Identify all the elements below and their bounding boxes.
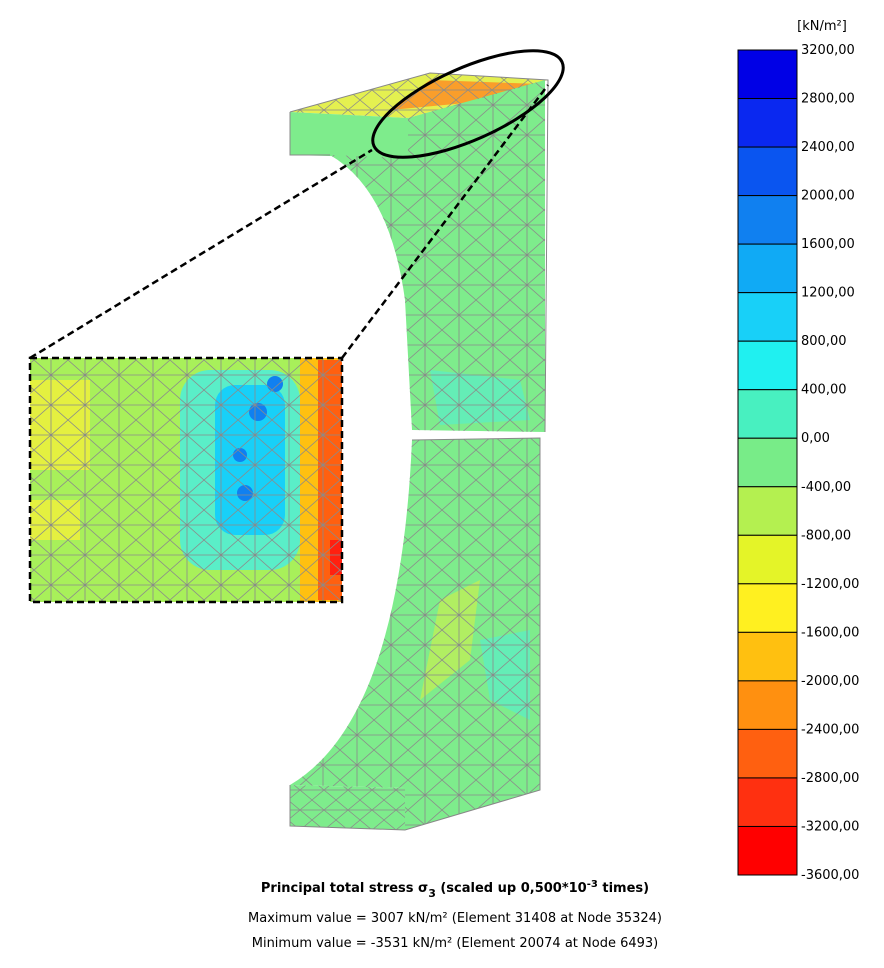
legend-label: 2400,00 [801, 140, 855, 155]
legend-label: -3600,00 [801, 868, 859, 883]
legend-label: 800,00 [801, 334, 847, 349]
inset [28, 49, 565, 604]
title-text: Principal total stress σ [261, 881, 428, 896]
model [289, 72, 549, 831]
legend-label: 1600,00 [801, 237, 855, 252]
legend-label: -1600,00 [801, 625, 859, 640]
legend-label: -800,00 [801, 528, 851, 543]
title-text: times) [598, 881, 649, 896]
legend-band [737, 631, 798, 682]
legend-label: -2000,00 [801, 674, 859, 689]
legend-band [737, 340, 798, 391]
title-sub: 3 [428, 887, 436, 900]
legend-band [737, 98, 798, 148]
legend-label: 2800,00 [801, 92, 855, 107]
mesh [290, 785, 405, 830]
legend-band [737, 486, 798, 536]
mesh [290, 438, 540, 830]
legend-band [737, 680, 798, 730]
legend-label: -2800,00 [801, 771, 859, 786]
legend-label: 3200,00 [801, 43, 855, 58]
highlight-ellipse [371, 49, 565, 159]
min-line: Minimum value = -3531 kN/m² (Element 200… [252, 936, 659, 951]
outline [289, 72, 549, 831]
legend-label: -3200,00 [801, 819, 859, 834]
legend-band [737, 195, 798, 245]
legend-label: 2000,00 [801, 189, 855, 204]
legend-band [737, 534, 798, 585]
legend-band [737, 777, 798, 827]
max-line: Maximum value = 3007 kN/m² (Element 3140… [248, 911, 662, 926]
legend-band [737, 146, 798, 197]
leader [341, 84, 549, 359]
legend-band [737, 389, 798, 439]
legend-unit: [kN/m²] [797, 19, 847, 34]
title-sup: -3 [587, 879, 598, 890]
footer-title: Principal total stress σ3 (scaled up 0,5… [261, 879, 649, 900]
legend-label: -2400,00 [801, 722, 859, 737]
title-text: (scaled up 0,500*10 [436, 881, 587, 896]
legend-label: 1200,00 [801, 286, 855, 301]
legend-band [737, 49, 798, 100]
legend-band [737, 243, 798, 294]
mesh [30, 358, 342, 602]
legend: [kN/m²] 3200,00 2800,00 2400,00 2000,00 1600… [737, 19, 859, 883]
inset-frame [28, 356, 344, 604]
legend-band [737, 825, 798, 876]
legend-label: -400,00 [801, 480, 851, 495]
top-front [290, 112, 408, 158]
legend-band [737, 437, 798, 488]
leader [29, 148, 373, 360]
legend-label: -1200,00 [801, 577, 859, 592]
legend-band [737, 292, 798, 342]
legend-band [737, 583, 798, 633]
mesh [330, 80, 545, 432]
legend-band [737, 728, 798, 779]
mesh [290, 73, 548, 118]
legend-label: 400,00 [801, 383, 847, 398]
legend-label: 0,00 [801, 431, 830, 446]
